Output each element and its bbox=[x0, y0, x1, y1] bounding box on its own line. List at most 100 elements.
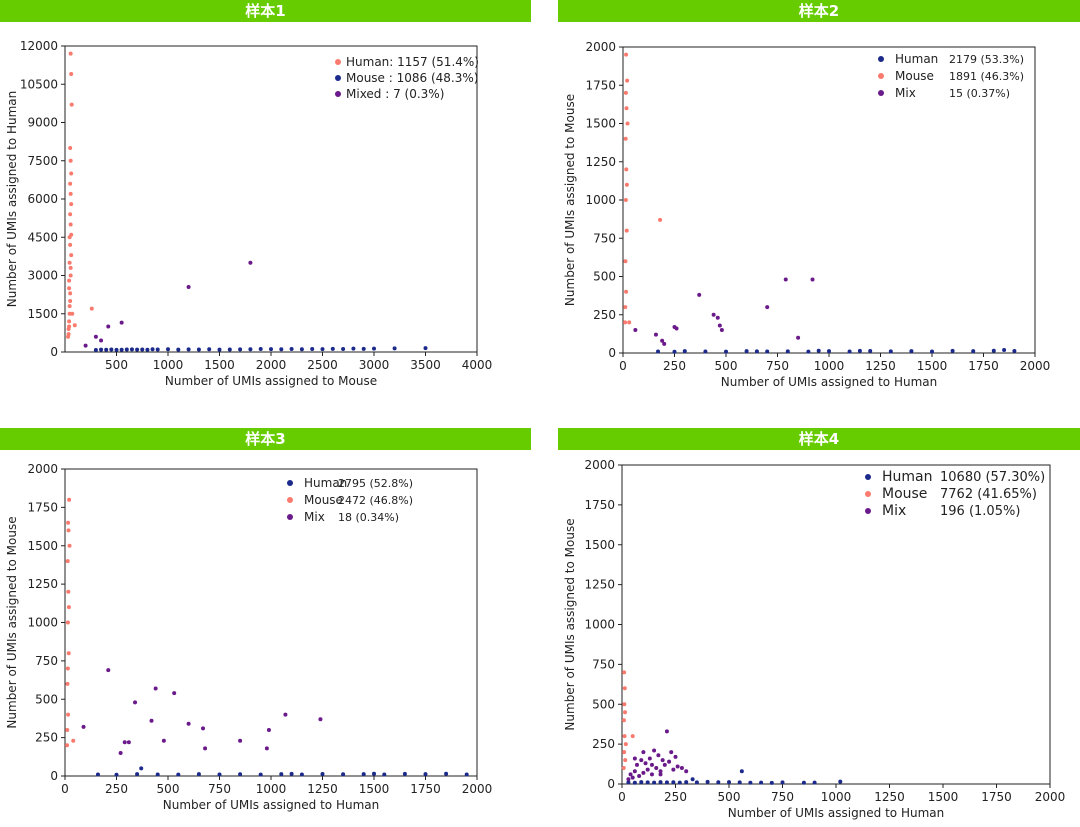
data-point-mouse bbox=[66, 605, 71, 610]
legend-label: Mouse : 1086 (48.3%) bbox=[346, 71, 478, 85]
data-point-mouse bbox=[622, 702, 627, 707]
data-point-human bbox=[66, 332, 71, 337]
data-point-mix bbox=[669, 750, 674, 755]
x-axis-label: Number of UMIs assigned to Human bbox=[728, 806, 945, 820]
data-point-mouse bbox=[155, 347, 160, 352]
data-point-mix bbox=[662, 341, 667, 346]
data-point-human bbox=[812, 780, 817, 785]
y-tick-label: 4500 bbox=[27, 230, 58, 244]
data-point-human bbox=[67, 319, 72, 324]
data-point-human bbox=[67, 286, 72, 291]
legend-marker bbox=[287, 480, 293, 486]
legend-label: Mixed : 7 (0.3%) bbox=[346, 87, 444, 101]
x-tick-label: 1250 bbox=[865, 359, 896, 373]
data-point-human bbox=[67, 304, 72, 309]
data-point-mix bbox=[634, 762, 639, 767]
x-axis-label: Number of UMIs assigned to Mouse bbox=[165, 374, 377, 388]
legend-series-name: Mix bbox=[895, 86, 916, 100]
data-point-human bbox=[737, 780, 742, 785]
data-point-mix bbox=[717, 323, 722, 328]
legend-count: 2472 (46.8%) bbox=[338, 494, 413, 507]
data-point-mouse bbox=[150, 347, 155, 352]
data-point-mix bbox=[632, 756, 637, 761]
data-point-mix bbox=[643, 761, 648, 766]
data-point-human bbox=[89, 306, 94, 311]
data-point-mouse bbox=[351, 346, 356, 351]
data-point-mouse bbox=[196, 347, 201, 352]
x-tick-label: 2000 bbox=[1020, 359, 1051, 373]
data-point-mix bbox=[639, 758, 644, 763]
data-point-mix bbox=[652, 748, 657, 753]
data-point-human bbox=[744, 349, 749, 354]
data-point-mouse bbox=[330, 346, 335, 351]
data-point-mix bbox=[674, 326, 679, 331]
data-point-human bbox=[69, 202, 74, 207]
data-point-mix bbox=[796, 335, 801, 340]
y-tick-label: 750 bbox=[593, 231, 616, 245]
data-point-mixed bbox=[99, 338, 104, 343]
data-point-mix bbox=[715, 315, 720, 320]
data-point-human bbox=[671, 780, 676, 785]
data-point-human bbox=[68, 242, 73, 247]
x-tick-label: 4000 bbox=[462, 358, 493, 372]
data-point-human bbox=[991, 348, 996, 353]
data-point-mouse bbox=[104, 347, 109, 352]
legend-marker bbox=[878, 90, 884, 96]
data-point-mouse bbox=[341, 346, 346, 351]
data-point-human bbox=[727, 780, 731, 785]
data-point-mouse bbox=[624, 52, 629, 57]
data-point-mouse bbox=[66, 589, 71, 594]
data-point-human bbox=[632, 780, 637, 785]
data-point-mouse bbox=[207, 347, 212, 352]
data-point-mix bbox=[783, 277, 788, 282]
x-tick-label: 2500 bbox=[307, 358, 338, 372]
y-tick-label: 1500 bbox=[27, 539, 58, 553]
data-point-mouse bbox=[248, 347, 253, 352]
x-tick-label: 0 bbox=[619, 359, 627, 373]
x-axis-label: Number of UMIs assigned to Human bbox=[721, 375, 938, 389]
x-tick-label: 250 bbox=[105, 782, 128, 796]
data-point-mouse bbox=[625, 78, 630, 83]
y-tick-label: 1000 bbox=[584, 618, 615, 632]
data-point-mouse bbox=[423, 346, 428, 351]
data-point-human bbox=[950, 348, 955, 353]
data-point-mix bbox=[653, 332, 658, 337]
data-point-mix bbox=[658, 772, 663, 777]
data-point-human bbox=[769, 780, 774, 785]
data-point-human bbox=[69, 253, 74, 258]
data-point-mix bbox=[664, 729, 669, 734]
data-point-mouse bbox=[392, 346, 397, 351]
x-tick-label: 500 bbox=[715, 359, 738, 373]
data-point-mouse bbox=[623, 259, 628, 264]
data-point-mix bbox=[667, 759, 672, 764]
data-point-human bbox=[909, 349, 914, 354]
y-tick-label: 10500 bbox=[20, 77, 58, 91]
data-point-human bbox=[299, 772, 304, 777]
data-point-mouse bbox=[65, 743, 70, 748]
data-point-mix bbox=[649, 762, 654, 767]
data-point-human bbox=[816, 348, 821, 353]
y-tick-label: 0 bbox=[50, 345, 58, 359]
data-point-human bbox=[68, 299, 73, 303]
data-point-human bbox=[785, 349, 790, 354]
y-tick-label: 750 bbox=[592, 657, 615, 671]
data-point-mix bbox=[673, 754, 678, 759]
y-tick-label: 0 bbox=[608, 346, 616, 360]
data-point-mouse bbox=[320, 347, 325, 352]
data-point-mouse bbox=[65, 620, 70, 625]
panel-title-4: 样本4 bbox=[558, 428, 1080, 450]
scatter-plot-4: 0 250 500 750 1000 1250 1500 1750 2000 0 250 500 750… bbox=[563, 458, 1065, 820]
data-point-human bbox=[67, 260, 72, 265]
y-tick-label: 1000 bbox=[27, 616, 58, 630]
data-point-mix bbox=[660, 338, 665, 343]
data-point-human bbox=[684, 780, 689, 785]
data-point-mouse bbox=[622, 686, 627, 691]
data-point-mouse bbox=[65, 681, 70, 686]
y-tick-label: 1750 bbox=[584, 498, 615, 512]
data-point-human bbox=[705, 779, 710, 784]
x-tick-label: 3500 bbox=[410, 358, 441, 372]
data-point-mouse bbox=[361, 346, 366, 351]
legend-marker bbox=[865, 508, 871, 514]
legend-series-name: Human bbox=[895, 52, 938, 66]
data-point-mix bbox=[684, 769, 689, 774]
